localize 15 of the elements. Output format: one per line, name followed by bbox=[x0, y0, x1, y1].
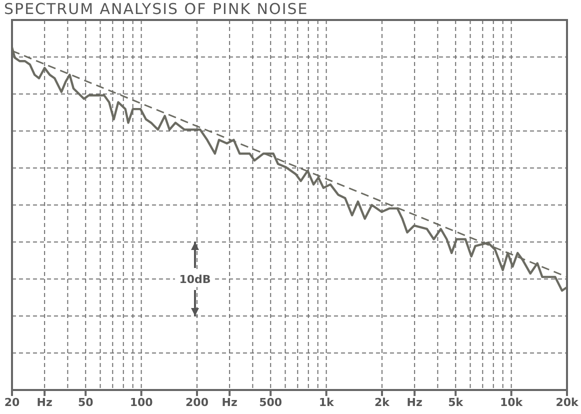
x-tick-label: 2k bbox=[374, 396, 390, 409]
x-tick-label: 5k bbox=[448, 396, 464, 409]
x-tick-label: 1k bbox=[318, 396, 334, 409]
x-tick-label: 20k bbox=[556, 396, 579, 409]
annotation: 10dB bbox=[179, 273, 211, 286]
x-tick-label: 50 bbox=[78, 396, 94, 409]
x-tick-label: Hz bbox=[406, 396, 422, 409]
x-tick-label: 20 bbox=[4, 396, 20, 409]
x-tick-label: 200 bbox=[186, 396, 209, 409]
x-tick-label: Hz bbox=[36, 396, 52, 409]
x-tick-label: Hz bbox=[222, 396, 238, 409]
x-tick-label: 10k bbox=[500, 396, 524, 409]
chart-title: SPECTRUM ANALYSIS OF PINK NOISE bbox=[4, 0, 308, 18]
x-tick-label: 500 bbox=[259, 396, 282, 409]
x-tick-label: 100 bbox=[130, 396, 154, 409]
